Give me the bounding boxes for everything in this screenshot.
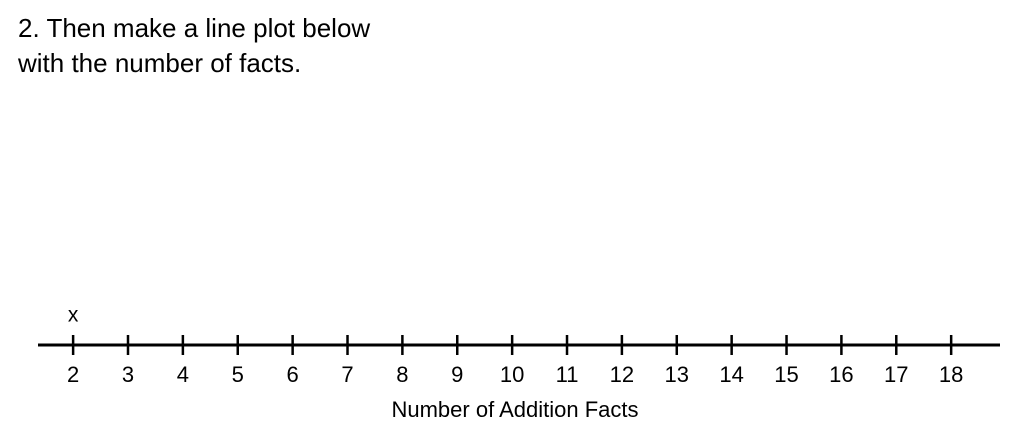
x-tick-label: 6 [287, 362, 299, 387]
x-axis-label: Number of Addition Facts [391, 397, 638, 422]
instruction-line: with the number of facts. [17, 48, 301, 78]
instruction-line: 2. Then make a line plot below [18, 13, 370, 43]
x-tick-label: 9 [451, 362, 463, 387]
x-tick-label: 17 [884, 362, 908, 387]
x-tick-label: 16 [829, 362, 853, 387]
x-tick-label: 11 [556, 362, 579, 387]
x-tick-label: 2 [67, 362, 79, 387]
x-tick-label: 5 [232, 362, 244, 387]
x-tick-label: 10 [500, 362, 524, 387]
x-tick-label: 3 [122, 362, 134, 387]
x-tick-label: 13 [665, 362, 689, 387]
x-tick-label: 15 [774, 362, 798, 387]
x-tick-label: 7 [341, 362, 353, 387]
x-marker: x [68, 304, 79, 327]
x-tick-label: 12 [610, 362, 634, 387]
x-tick-label: 14 [719, 362, 743, 387]
x-tick-label: 4 [177, 362, 189, 387]
x-tick-label: 8 [396, 362, 408, 387]
x-tick-label: 18 [939, 362, 963, 387]
